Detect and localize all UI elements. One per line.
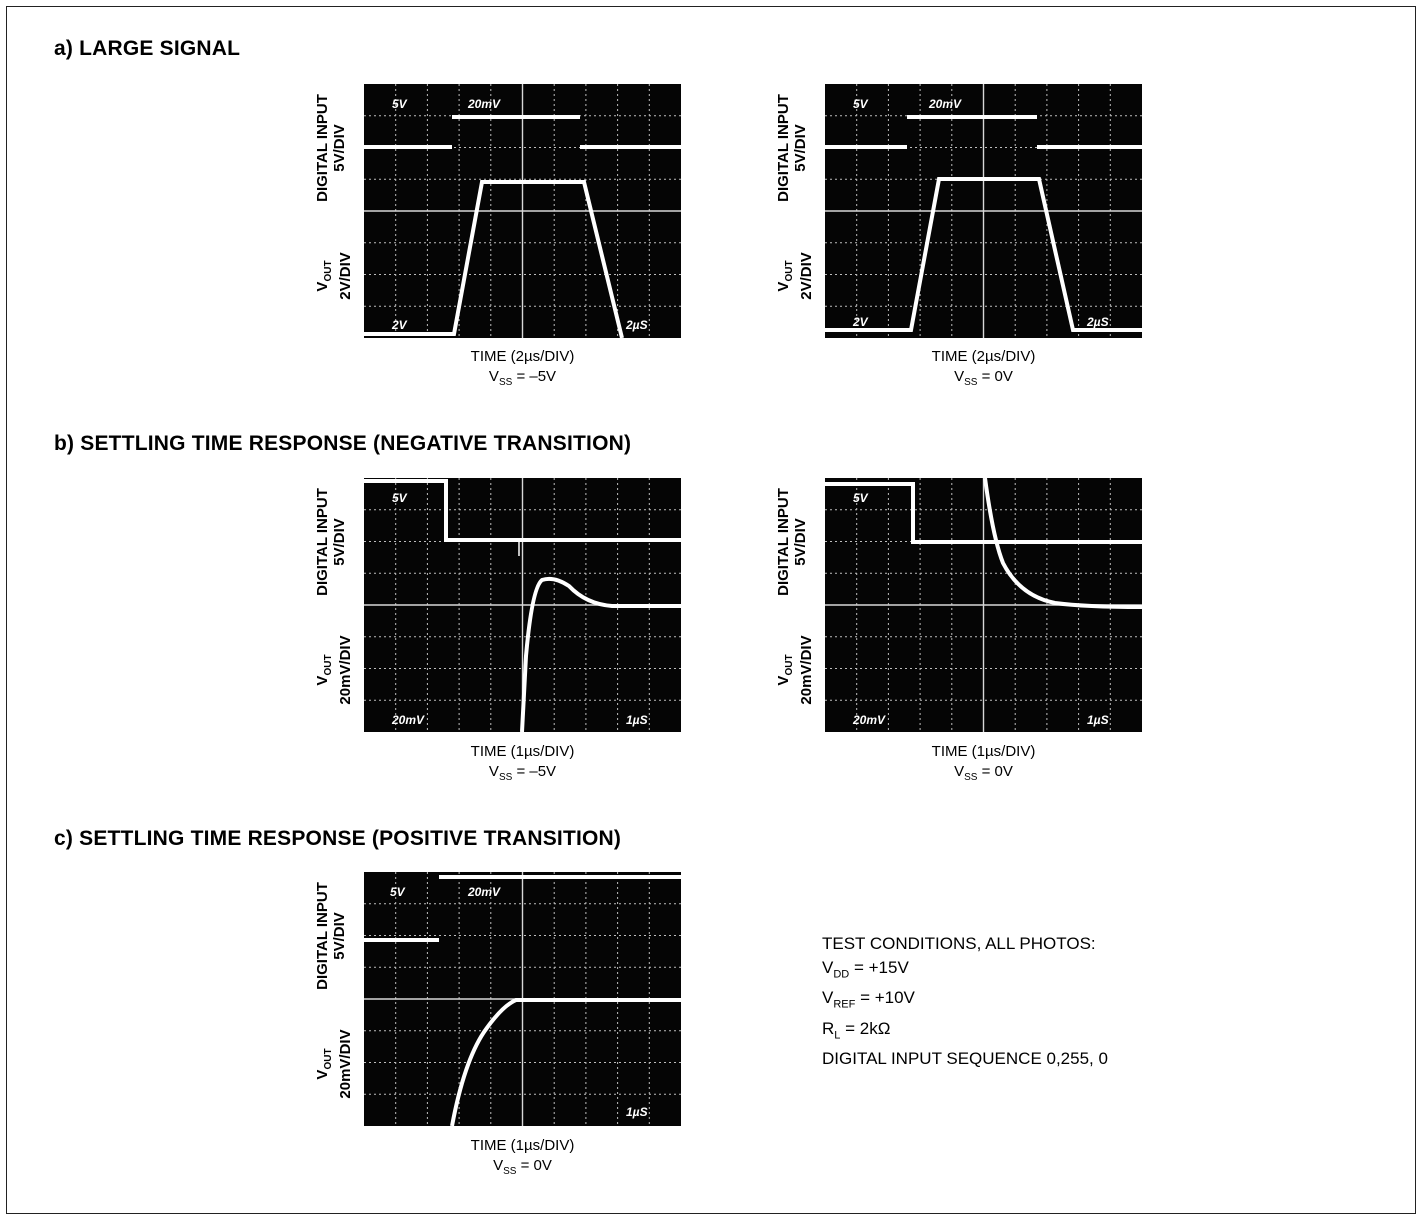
b1-time-scale: 1µS [626, 713, 648, 727]
a1-caption: TIME (2µs/DIV) VSS = –5V [470, 348, 575, 388]
a2-caption: TIME (2µs/DIV) VSS = 0V [931, 348, 1036, 388]
b2-ch1-scale: 5V [853, 491, 869, 505]
scope-photo-c1: 5V 20mV 1µS [364, 872, 681, 1126]
section-b-title: b) SETTLING TIME RESPONSE (NEGATIVE TRAN… [54, 432, 632, 455]
a2-vout-trace [825, 177, 1142, 332]
b2-vout-scale: 20mV [852, 713, 886, 727]
a1-ch1-scale: 5V [392, 97, 408, 111]
figure-frame [6, 6, 1416, 1214]
scope-photo-a2: 5V 20mV 2V 2µS [825, 84, 1142, 338]
scope-photo-a1: 5V 20mV 2V 2µS [364, 84, 681, 338]
a1-center-axes [364, 84, 681, 338]
a1-digital-input-trace [364, 115, 681, 149]
c1-ch2-scale: 20mV [467, 885, 501, 899]
b2-time-scale: 1µS [1087, 713, 1109, 727]
scope-photo-b1: 5V 20mV 1µS [364, 478, 681, 732]
a1-ch2-scale: 20mV [467, 97, 501, 111]
a2-ch1-scale: 5V [853, 97, 869, 111]
a1-time-scale: 2µS [625, 318, 648, 332]
b1-vout-trace [520, 576, 681, 732]
c1-digital-input-trace [364, 875, 681, 942]
b1-vout-scale: 20mV [391, 713, 425, 727]
a1-vout-scale: 2V [391, 318, 408, 332]
a2-ch2-scale: 20mV [928, 97, 962, 111]
test-conditions-sequence: DIGITAL INPUT SEQUENCE 0,255, 0 [822, 1049, 1108, 1069]
b2-digital-input-trace [825, 482, 1142, 544]
test-conditions-vdd: VDD = +15V [822, 958, 909, 981]
a1-vout-trace [364, 180, 624, 338]
c1-caption: TIME (1µs/DIV) VSS = 0V [470, 1137, 575, 1177]
c1-ch1-scale: 5V [390, 885, 406, 899]
b1-caption: TIME (1µs/DIV) VSS = –5V [470, 743, 575, 783]
scope-photo-b2: 5V 20mV 1µS [825, 478, 1142, 732]
a2-vout-scale: 2V [852, 315, 869, 329]
b2-vout-trace [983, 478, 1142, 609]
test-conditions: TEST CONDITIONS, ALL PHOTOS: VDD = +15V … [822, 932, 1108, 1071]
test-conditions-rl: RL = 2kΩ [822, 1018, 891, 1042]
section-c-title: c) SETTLING TIME RESPONSE (POSITIVE TRAN… [54, 827, 622, 850]
c1-time-scale: 1µS [626, 1105, 648, 1119]
section-a-title: a) LARGE SIGNAL [54, 37, 241, 60]
test-conditions-vref: VREF = +10V [822, 988, 915, 1011]
a2-center-axes [825, 84, 1142, 338]
c1-vout-trace [450, 998, 681, 1126]
a2-digital-input-trace [825, 115, 1142, 149]
a2-time-scale: 2µS [1086, 315, 1109, 329]
b2-caption: TIME (1µs/DIV) VSS = 0V [931, 743, 1036, 783]
b1-ch1-scale: 5V [392, 491, 408, 505]
test-conditions-title: TEST CONDITIONS, ALL PHOTOS: [822, 934, 1096, 953]
b1-digital-input-trace [364, 479, 681, 542]
